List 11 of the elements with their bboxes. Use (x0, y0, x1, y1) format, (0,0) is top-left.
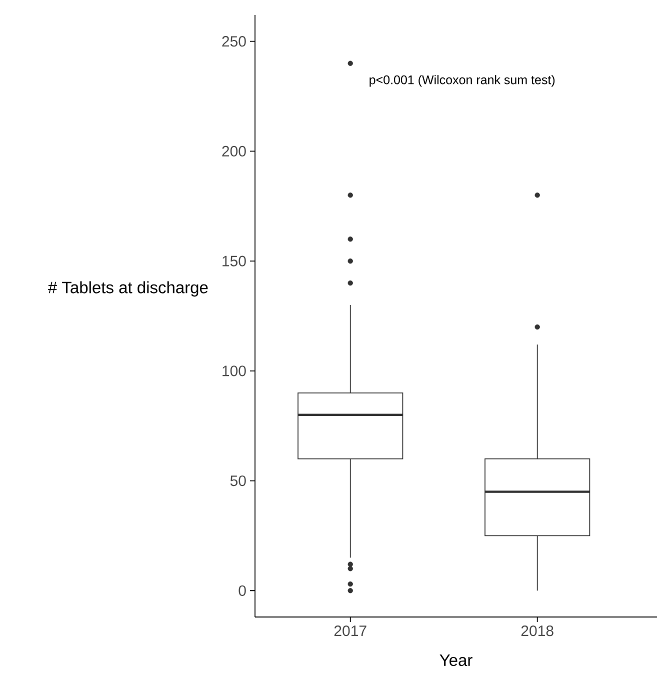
y-tick-label: 150 (222, 256, 246, 266)
x-tick-label: 2017 (334, 626, 366, 636)
y-tick-label: 100 (222, 366, 246, 376)
y-tick-label: 250 (222, 36, 246, 47)
y-tick-label: 50 (230, 475, 246, 486)
y-tick-label: 200 (222, 146, 246, 157)
y-axis-title: # Tablets at discharge (48, 281, 208, 297)
x-tick-label: 2018 (521, 626, 554, 636)
x-axis-title: Year (440, 654, 472, 666)
y-tick-label: 0 (238, 585, 246, 596)
annotation: p<0.001 (Wilcoxon rank sum test) (370, 75, 555, 87)
